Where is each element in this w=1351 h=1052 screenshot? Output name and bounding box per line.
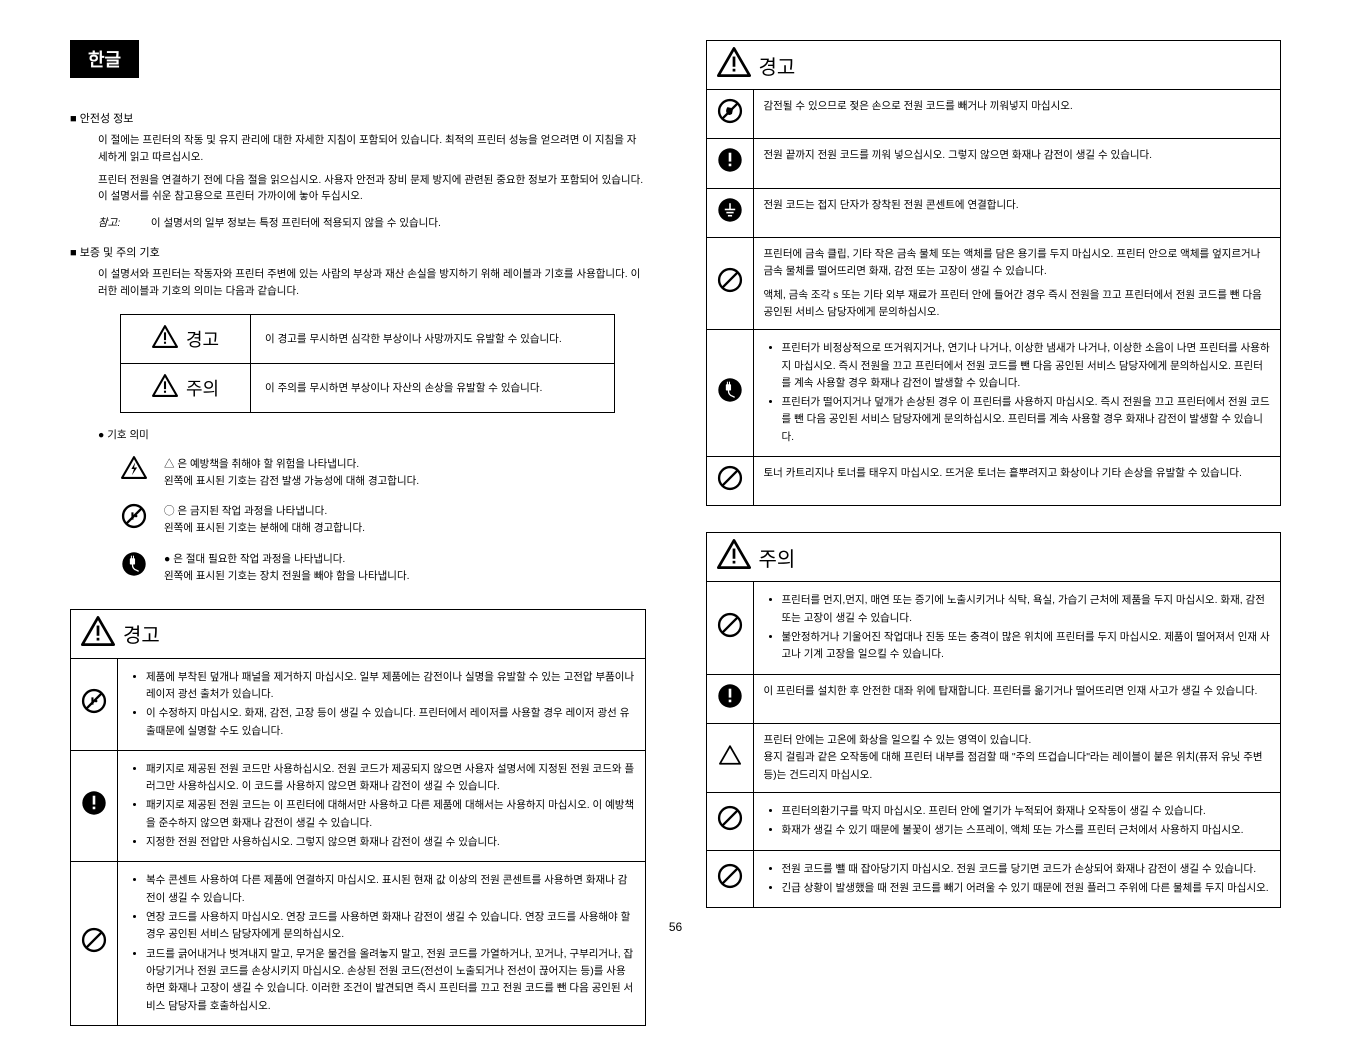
warning-table2-header: 경고 — [706, 40, 1282, 89]
caution-desc: 이 주의를 무시하면 부상이나 자산의 손상을 유발할 수 있습니다. — [251, 363, 615, 412]
caution-triangle-icon — [152, 374, 178, 402]
w1-r2-b1: 패키지로 제공된 전원 코드만 사용하십시오. 전원 코드가 제공되지 않으면 … — [146, 761, 635, 796]
symbol3-line1: ● 은 절대 필요한 작업 과정을 나타냅니다. — [164, 551, 410, 568]
prohibit-disassemble-icon — [81, 688, 107, 714]
symbol2-line1: ◯ 은 금지된 작업 과정을 나타냅니다. — [164, 503, 365, 520]
mandatory-unplug-icon — [717, 377, 743, 403]
prohibit-slash-icon-4 — [717, 612, 743, 638]
w2-r6: 토너 카트리지나 토너를 태우지 마십시오. 뜨거운 토너는 흩뿌려지고 화상이… — [753, 457, 1281, 506]
symbol-row-3: ● 은 절대 필요한 작업 과정을 나타냅니다. 왼쪽에 표시된 기호는 장치 … — [118, 551, 646, 585]
left-column: 한글 ■ 안전성 정보 이 절에는 프린터의 작동 및 유지 관리에 대한 자세… — [70, 40, 646, 1052]
symbol-row-1: △ 은 예방책을 취해야 할 위험을 나타냅니다. 왼쪽에 표시된 기호는 감전… — [118, 456, 646, 490]
w2-r4-b: 액체, 금속 조각 s 또는 기타 외부 재료가 프린터 안에 들어간 경우 즉… — [764, 287, 1271, 322]
caution-header-text: 주의 — [759, 543, 796, 572]
symbol-meaning-heading: ● 기호 의미 — [98, 427, 646, 442]
caution-header-icon — [717, 539, 751, 575]
safety-para-1: 이 절에는 프린터의 작동 및 유지 관리에 대한 자세한 지침이 포함되어 있… — [98, 132, 646, 166]
c1-r2: 이 프린터를 설치한 후 안전한 대좌 위에 탑재합니다. 프린터를 옮기거나 … — [753, 674, 1281, 723]
w2-r3: 전원 코드는 접지 단자가 장착된 전원 콘센트에 연결합니다. — [753, 188, 1281, 237]
warning-table-2: 감전될 수 있으므로 젖은 손으로 전원 코드를 빼거나 끼워넣지 마십시오. … — [706, 89, 1282, 506]
w1-r1-b1: 제품에 부착된 덮개나 패널을 제거하지 마십시오. 일부 제품에는 감전이나 … — [146, 669, 635, 704]
page-number: 56 — [669, 920, 682, 934]
symbol-row-2: ◯ 은 금지된 작업 과정을 나타냅니다. 왼쪽에 표시된 기호는 분해에 대해… — [118, 503, 646, 537]
right-column: 경고 감전될 수 있으므로 젖은 손으로 전원 코드를 빼거나 끼워넣지 마십시… — [706, 40, 1282, 1052]
prohibit-slash-icon-3 — [717, 465, 743, 491]
c1-r3-a: 프린터 안에는 고온에 화상을 일으킬 수 있는 영역이 있습니다. — [764, 732, 1271, 749]
prohibit-slash-icon — [81, 927, 107, 953]
safety-note: 참고: 이 설명서의 일부 정보는 특정 프린터에 적용되지 않을 수 있습니다… — [98, 215, 646, 230]
w2-r5-b2: 프린터가 떨어지거나 덮개가 손상된 경우 이 프린터를 사용하지 마십시오. … — [782, 394, 1271, 446]
mandatory-bang-icon-2 — [717, 147, 743, 173]
warning-desc: 이 경고를 무시하면 심각한 부상이나 사망까지도 유발할 수 있습니다. — [251, 314, 615, 363]
c1-r5-b2: 긴급 상황이 발생했을 때 전원 코드를 빼기 어려울 수 있기 때문에 전원 … — [782, 880, 1271, 897]
note-label: 참고: — [98, 215, 148, 230]
c1-r5-b1: 전원 코드를 뺄 때 잡아당기지 마십시오. 전원 코드를 당기면 코드가 손상… — [782, 861, 1271, 878]
w2-r1: 감전될 수 있으므로 젖은 손으로 전원 코드를 빼거나 끼워넣지 마십시오. — [753, 90, 1281, 139]
circle-disassemble-icon — [121, 503, 147, 529]
w2-r5-b1: 프린터가 비정상적으로 뜨거워지거나, 연기나 나거나, 이상한 냄새가 나거나… — [782, 340, 1271, 392]
safety-info-heading: ■ 안전성 정보 — [70, 110, 646, 126]
prohibit-wet-icon — [717, 98, 743, 124]
mandatory-bang-icon — [81, 790, 107, 816]
w1-r3-b3: 코드를 긁어내거나 벗겨내지 말고, 무거운 물건을 올려놓지 말고, 전원 코… — [146, 946, 635, 1015]
note-text: 이 설명서의 일부 정보는 특정 프린터에 적용되지 않을 수 있습니다. — [151, 217, 441, 229]
symbol1-line1: △ 은 예방책을 취해야 할 위험을 나타냅니다. — [164, 456, 419, 473]
warning-header-icon-2 — [717, 47, 751, 83]
warning-triangle-icon — [152, 325, 178, 353]
warning-label: 경고 — [186, 326, 219, 352]
warning-table1-header: 경고 — [70, 609, 646, 658]
warranty-heading: ■ 보증 및 주의 기호 — [70, 244, 646, 260]
caution-label: 주의 — [186, 375, 219, 401]
warranty-para: 이 설명서와 프린터는 작동자와 프린터 주변에 있는 사람의 부상과 재산 손… — [98, 266, 646, 300]
symbol3-line2: 왼쪽에 표시된 기호는 장치 전원을 빼야 함을 나타냅니다. — [164, 568, 410, 585]
w1-r3-b2: 연장 코드를 사용하지 마십시오. 연장 코드를 사용하면 화재나 감전이 생길… — [146, 909, 635, 944]
symbol2-line2: 왼쪽에 표시된 기호는 분해에 대해 경고합니다. — [164, 520, 365, 537]
w1-r1-b2: 이 수정하지 마십시오. 화재, 감전, 고장 등이 생길 수 있습니다. 프린… — [146, 705, 635, 740]
w1-r3-b1: 복수 콘센트 사용하여 다른 제품에 연결하지 마십시오. 표시된 현재 값 이… — [146, 872, 635, 907]
triangle-bolt-icon — [121, 456, 147, 482]
language-badge: 한글 — [70, 40, 139, 78]
c1-r4-b1: 프린터의환기구를 막지 마십시오. 프린터 안에 열기가 누적되어 화재나 오작… — [782, 803, 1271, 820]
prohibit-slash-icon-5 — [717, 805, 743, 831]
w2-r4-a: 프린터에 금속 클립, 기타 작은 금속 물체 또는 액체를 담은 용기를 두지… — [764, 246, 1271, 281]
w1-r2-b2: 패키지로 제공된 전원 코드는 이 프린터에 대해서만 사용하고 다른 제품에 … — [146, 797, 635, 832]
symbol1-line2: 왼쪽에 표시된 기호는 감전 발생 가능성에 대해 경고합니다. — [164, 473, 419, 490]
warning-caution-table: 경고 이 경고를 무시하면 심각한 부상이나 사망까지도 유발할 수 있습니다.… — [120, 314, 615, 413]
warning-header-text: 경고 — [123, 619, 160, 648]
c1-r4-b2: 화재가 생길 수 있기 때문에 불꽃이 생기는 스프레이, 액체 또는 가스를 … — [782, 822, 1271, 839]
w2-r2: 전원 끝까지 전원 코드를 끼워 넣으십시오. 그렇지 않으면 화재나 감전이 … — [753, 139, 1281, 188]
c1-r1-b1: 프린터를 먼지,먼지, 매연 또는 증기에 노출시키거나 식탁, 욕실, 가습기… — [782, 592, 1271, 627]
warning-table-1: 제품에 부착된 덮개나 패널을 제거하지 마십시오. 일부 제품에는 감전이나 … — [70, 658, 646, 1026]
circle-unplug-icon — [121, 551, 147, 577]
caution-triangle-icon-2 — [719, 745, 741, 771]
c1-r1-b2: 불안정하거나 기울어진 작업대나 진동 또는 충격이 많은 위치에 프린터를 두… — [782, 629, 1271, 664]
warning-header-text-2: 경고 — [759, 51, 796, 80]
caution-table: 프린터를 먼지,먼지, 매연 또는 증기에 노출시키거나 식탁, 욕실, 가습기… — [706, 581, 1282, 908]
c1-r3-b: 용지 걸림과 같은 오작동에 대해 프린터 내부를 점검할 때 "주의 뜨겁습니… — [764, 749, 1271, 784]
w1-r2-b3: 지정한 전원 전압만 사용하십시오. 그렇지 않으면 화재나 감전이 생길 수 … — [146, 834, 635, 851]
prohibit-slash-icon-6 — [717, 863, 743, 889]
mandatory-bang-icon-3 — [717, 683, 743, 709]
prohibit-slash-icon-2 — [717, 267, 743, 293]
warning-header-icon — [81, 616, 115, 652]
safety-para-2: 프린터 전원을 연결하기 전에 다음 절을 읽으십시오. 사용자 안전과 장비 … — [98, 172, 646, 206]
caution-table-header: 주의 — [706, 532, 1282, 581]
mandatory-ground-icon — [717, 197, 743, 223]
